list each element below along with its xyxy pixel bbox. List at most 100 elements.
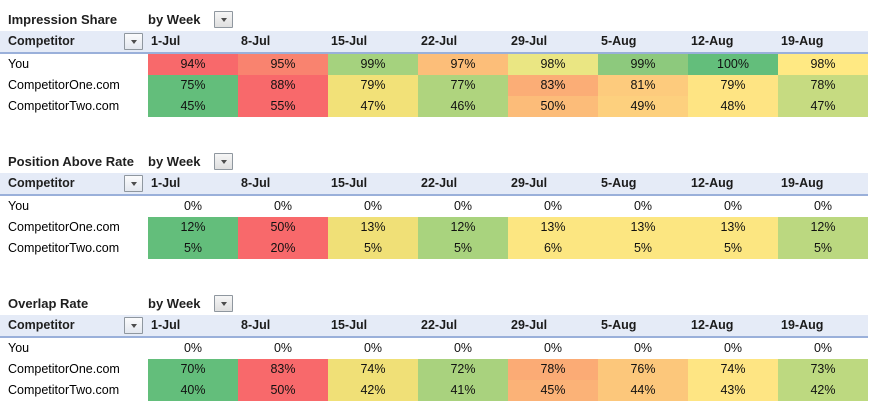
data-cell[interactable]: 79% xyxy=(688,75,778,96)
data-cell[interactable]: 0% xyxy=(778,196,868,217)
data-cell[interactable]: 42% xyxy=(778,380,868,401)
data-cell[interactable]: 49% xyxy=(598,96,688,117)
data-cell[interactable]: 12% xyxy=(148,217,238,238)
table-title: Position Above Rate xyxy=(8,154,134,169)
data-cell[interactable]: 0% xyxy=(418,196,508,217)
chevron-down-icon xyxy=(220,301,227,306)
data-cell[interactable]: 0% xyxy=(688,338,778,359)
chevron-down-icon xyxy=(130,39,137,44)
data-cell[interactable]: 88% xyxy=(238,75,328,96)
data-cell[interactable]: 41% xyxy=(418,380,508,401)
row-label[interactable]: CompetitorOne.com xyxy=(0,359,148,380)
column-header: 12-Aug xyxy=(691,318,734,332)
data-cell[interactable]: 74% xyxy=(328,359,418,380)
row-label[interactable]: CompetitorOne.com xyxy=(0,75,148,96)
data-cell[interactable]: 78% xyxy=(508,359,598,380)
competitor-filter-button[interactable] xyxy=(124,317,143,334)
data-cell[interactable]: 83% xyxy=(238,359,328,380)
competitor-filter-button[interactable] xyxy=(124,33,143,50)
data-cell[interactable]: 0% xyxy=(148,338,238,359)
data-cell[interactable]: 47% xyxy=(778,96,868,117)
row-label[interactable]: CompetitorTwo.com xyxy=(0,238,148,259)
data-cell[interactable]: 79% xyxy=(328,75,418,96)
data-cell[interactable]: 81% xyxy=(598,75,688,96)
report-table: Impression Share by Week Competitor 1-Ju… xyxy=(0,10,868,117)
column-header: 22-Jul xyxy=(421,176,458,190)
data-cell[interactable]: 48% xyxy=(688,96,778,117)
data-cell[interactable]: 77% xyxy=(418,75,508,96)
data-cell[interactable]: 98% xyxy=(508,54,598,75)
row-label[interactable]: CompetitorTwo.com xyxy=(0,96,148,117)
data-cell[interactable]: 5% xyxy=(688,238,778,259)
data-cell[interactable]: 46% xyxy=(418,96,508,117)
competitor-filter-button[interactable] xyxy=(124,175,143,192)
data-cell[interactable]: 78% xyxy=(778,75,868,96)
data-cell[interactable]: 83% xyxy=(508,75,598,96)
data-cell[interactable]: 97% xyxy=(418,54,508,75)
data-cell[interactable]: 40% xyxy=(148,380,238,401)
data-cell[interactable]: 75% xyxy=(148,75,238,96)
byweek-dropdown-button[interactable] xyxy=(214,295,233,312)
data-cell[interactable]: 5% xyxy=(148,238,238,259)
data-cell[interactable]: 0% xyxy=(238,338,328,359)
data-cell[interactable]: 44% xyxy=(598,380,688,401)
data-cell[interactable]: 5% xyxy=(598,238,688,259)
row-label[interactable]: CompetitorOne.com xyxy=(0,217,148,238)
row-label[interactable]: You xyxy=(0,338,148,359)
data-cell[interactable]: 42% xyxy=(328,380,418,401)
data-cell[interactable]: 0% xyxy=(328,196,418,217)
data-cell[interactable]: 50% xyxy=(238,380,328,401)
data-cell[interactable]: 0% xyxy=(418,338,508,359)
data-cell[interactable]: 45% xyxy=(508,380,598,401)
data-cell[interactable]: 13% xyxy=(328,217,418,238)
data-cell[interactable]: 94% xyxy=(148,54,238,75)
data-cell[interactable]: 55% xyxy=(238,96,328,117)
data-cell[interactable]: 5% xyxy=(418,238,508,259)
data-cell[interactable]: 13% xyxy=(598,217,688,238)
table-subtitle: by Week xyxy=(148,154,201,169)
row-label[interactable]: You xyxy=(0,54,148,75)
byweek-dropdown-button[interactable] xyxy=(214,153,233,170)
data-cell[interactable]: 72% xyxy=(418,359,508,380)
data-cell[interactable]: 13% xyxy=(688,217,778,238)
data-cell[interactable]: 0% xyxy=(598,338,688,359)
row-label[interactable]: You xyxy=(0,196,148,217)
data-cell[interactable]: 12% xyxy=(418,217,508,238)
data-cell[interactable]: 0% xyxy=(148,196,238,217)
column-header: 5-Aug xyxy=(601,176,637,190)
data-cell[interactable]: 0% xyxy=(508,338,598,359)
data-cell[interactable]: 12% xyxy=(778,217,868,238)
data-cell[interactable]: 76% xyxy=(598,359,688,380)
data-cell[interactable]: 99% xyxy=(328,54,418,75)
byweek-dropdown-button[interactable] xyxy=(214,11,233,28)
data-cell[interactable]: 0% xyxy=(508,196,598,217)
data-cell[interactable]: 45% xyxy=(148,96,238,117)
data-cell[interactable]: 74% xyxy=(688,359,778,380)
data-cell[interactable]: 47% xyxy=(328,96,418,117)
column-header: 22-Jul xyxy=(421,318,458,332)
row-label[interactable]: CompetitorTwo.com xyxy=(0,380,148,401)
data-cell[interactable]: 70% xyxy=(148,359,238,380)
data-cell[interactable]: 0% xyxy=(778,338,868,359)
data-cell[interactable]: 5% xyxy=(328,238,418,259)
data-cell[interactable]: 73% xyxy=(778,359,868,380)
data-cell[interactable]: 0% xyxy=(328,338,418,359)
data-cell[interactable]: 13% xyxy=(508,217,598,238)
data-cell[interactable]: 5% xyxy=(778,238,868,259)
table-subtitle: by Week xyxy=(148,296,201,311)
data-cell[interactable]: 98% xyxy=(778,54,868,75)
data-cell[interactable]: 99% xyxy=(598,54,688,75)
data-cell[interactable]: 100% xyxy=(688,54,778,75)
data-cell[interactable]: 0% xyxy=(688,196,778,217)
table-subtitle: by Week xyxy=(148,12,201,27)
data-cell[interactable]: 0% xyxy=(238,196,328,217)
data-cell[interactable]: 0% xyxy=(598,196,688,217)
data-cell[interactable]: 50% xyxy=(508,96,598,117)
column-header: 12-Aug xyxy=(691,34,734,48)
data-cell[interactable]: 50% xyxy=(238,217,328,238)
column-header: 8-Jul xyxy=(241,176,271,190)
data-cell[interactable]: 6% xyxy=(508,238,598,259)
data-cell[interactable]: 95% xyxy=(238,54,328,75)
data-cell[interactable]: 20% xyxy=(238,238,328,259)
data-cell[interactable]: 43% xyxy=(688,380,778,401)
